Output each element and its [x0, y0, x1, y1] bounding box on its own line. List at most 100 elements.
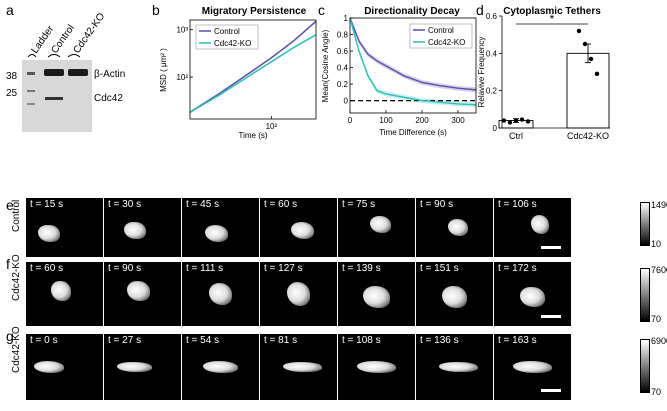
timestamp-label: t = 45 s: [186, 199, 220, 210]
cell-image: [208, 283, 233, 305]
x-tick-label: 200: [415, 116, 429, 125]
data-point: [588, 56, 594, 62]
microscopy-frame: t = 60 s: [26, 262, 103, 326]
timestamp-label: t = 139 s: [342, 263, 381, 274]
cell-image: [127, 280, 151, 302]
y-tick-label: 0: [344, 97, 349, 106]
plot-frame: [349, 17, 477, 114]
colorbar-max: 7600: [651, 265, 667, 275]
band-label: Cdc42: [94, 93, 123, 104]
marker-label: 38: [6, 71, 18, 82]
band-label: β-Actin: [94, 69, 125, 80]
microscopy-frame: t = 163 s: [494, 334, 571, 400]
microscopy-frame: t = 75 s: [338, 198, 415, 257]
cell-image: [33, 361, 65, 373]
chart-title: Migratory Persistence: [202, 6, 307, 17]
timestamp-label: t = 111 s: [186, 263, 224, 274]
timestamp-label: t = 90 s: [108, 263, 142, 274]
ladder-band: [27, 90, 35, 92]
y-tick-label: 1: [344, 14, 349, 23]
colorbar-min: 70: [651, 387, 662, 397]
colorbar-max: 6900: [651, 336, 667, 346]
row-label-cdc42ko: Cdc42-KO: [11, 326, 22, 373]
microscopy-frame: t = 90 s: [416, 198, 493, 257]
y-tick-label: 0: [493, 124, 498, 133]
data-point: [519, 117, 525, 122]
legend-label: Cdc42-KO: [428, 38, 465, 47]
microscopy-frame: t = 15 s: [26, 198, 103, 257]
data-point: [501, 118, 507, 123]
legend-label: Cdc42-KO: [214, 39, 251, 48]
y-tick-label: 0.4: [486, 49, 498, 58]
panel-b-letter: b: [152, 2, 160, 18]
tethers-chart: Cytoplasmic Tethers 0 0.2 0.4 0.6 Ctrl Cdc42…: [477, 6, 610, 141]
chart-b: Migratory Persistence 10² 10² 10³ Control …: [152, 0, 318, 145]
microscopy-frame: t = 106 s: [494, 198, 571, 257]
timestamp-label: t = 60 s: [30, 263, 64, 274]
legend-label: Control: [428, 26, 454, 35]
data-point: [576, 28, 582, 34]
microscopy-frame: t = 136 s: [416, 334, 493, 400]
microscopy-frame: t = 60 s: [260, 198, 337, 257]
series-line-cdc42ko: [349, 17, 477, 106]
cell-image: [442, 286, 467, 309]
microscopy-frame: t = 111 s: [182, 262, 259, 326]
y-tick-label: 0.8: [337, 31, 349, 40]
x-tick-label: 100: [379, 116, 393, 125]
timestamp-label: t = 75 s: [342, 199, 376, 210]
y-axis-label: MSD ( μm² ): [159, 48, 168, 92]
cell-image: [439, 361, 478, 373]
y-tick-label: 0.2: [337, 80, 349, 89]
data-point: [513, 118, 519, 123]
chart-c: Directionality Decay 0 100 200 300 0 0.2 0.4 0.…: [318, 0, 478, 145]
plot-frame: [189, 19, 317, 120]
series-line-cdc42ko: [189, 34, 317, 113]
data-point: [582, 41, 588, 47]
data-point: [525, 119, 531, 124]
panel-f-letter: f: [6, 256, 10, 272]
microscopy-frame: t = 27 s: [104, 334, 181, 400]
cell-image: [369, 215, 392, 234]
cell-image: [357, 361, 396, 373]
ladder-band: [27, 72, 35, 75]
x-tick-label: 0: [348, 116, 353, 125]
timestamp-label: t = 60 s: [264, 199, 298, 210]
series-band-control: [350, 15, 476, 93]
y-tick-label: 0.6: [337, 47, 349, 56]
legend: [195, 24, 259, 50]
cell-image: [448, 219, 469, 236]
microscopy-frame: t = 139 s: [338, 262, 415, 326]
row-label-control: Control: [11, 199, 22, 232]
cell-image: [38, 224, 60, 243]
y-tick-label: 10³: [176, 26, 188, 35]
scale-bar: [541, 246, 561, 249]
scale-bar: [541, 389, 561, 392]
x-tick-label: 300: [451, 116, 465, 125]
data-point: [594, 71, 600, 77]
marker-label: 25: [6, 88, 18, 99]
timestamp-label: t = 151 s: [420, 263, 459, 274]
colorbar-g: [640, 339, 650, 393]
colorbar-min: 70: [651, 314, 662, 324]
series-line-control: [349, 17, 477, 91]
microscopy-frame: t = 172 s: [494, 262, 571, 326]
cell-image: [286, 282, 311, 306]
legend: [409, 23, 473, 49]
microscopy-frame: t = 90 s: [104, 262, 181, 326]
directionality-chart: Directionality Decay 0 100 200 300 0 0.2 0.4 0.…: [321, 6, 477, 137]
timestamp-label: t = 172 s: [498, 263, 537, 274]
timestamp-label: t = 15 s: [30, 199, 64, 210]
ladder-band: [27, 103, 35, 105]
blot-svg: Ladder Control Cdc42-KO 38 25 β-Actin Cd…: [6, 11, 125, 132]
cell-image: [50, 280, 71, 302]
timestamp-label: t = 54 s: [186, 335, 220, 346]
cdc42-band-control: [45, 97, 63, 100]
colorbar-min: 10: [651, 239, 662, 249]
x-axis-label: Time Difference (s): [379, 128, 447, 137]
significance-marker: *: [550, 12, 555, 26]
western-blot: Ladder Control Cdc42-KO 38 25 β-Actin Cd…: [0, 0, 150, 140]
cell-image: [124, 221, 146, 240]
lane-label: Cdc42-KO: [71, 11, 107, 56]
scale-bar: [541, 315, 561, 318]
microscopy-frame: t = 45 s: [182, 198, 259, 257]
